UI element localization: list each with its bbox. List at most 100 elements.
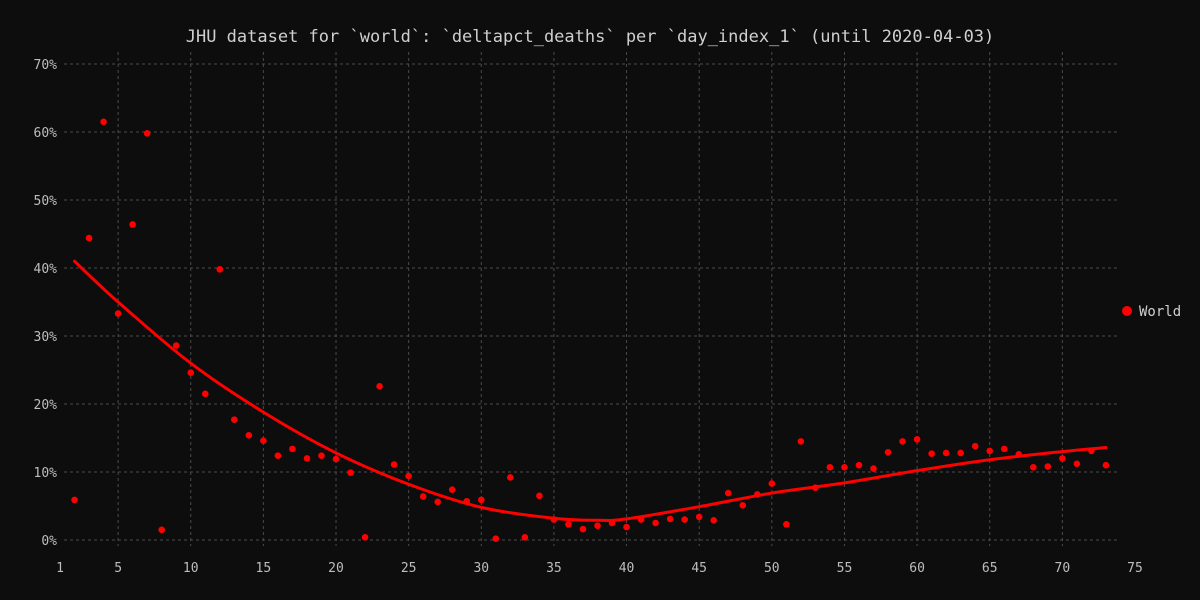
x-tick-label: 40 <box>619 561 635 576</box>
data-point <box>419 493 427 500</box>
data-point <box>826 463 834 471</box>
y-tick-label: 50% <box>34 194 58 209</box>
data-point <box>536 492 543 500</box>
data-point <box>463 497 471 505</box>
data-point <box>695 513 703 521</box>
x-tick-label: 1 <box>56 561 64 576</box>
data-point <box>143 130 151 137</box>
data-point <box>1000 445 1008 453</box>
data-point <box>870 465 877 472</box>
x-tick-label: 50 <box>764 561 780 576</box>
data-point <box>957 449 964 457</box>
data-point <box>231 416 238 423</box>
data-point <box>129 221 136 228</box>
trend-line <box>73 259 1108 522</box>
x-tick-label: 10 <box>183 561 199 576</box>
data-point <box>216 266 224 273</box>
x-axis-ticks: 1 5 10 15 20 25 30 35 40 45 50 55 60 65 70 75 <box>56 561 1143 576</box>
data-point <box>172 342 180 349</box>
trend-line-layer <box>73 259 1108 522</box>
data-point <box>332 455 340 463</box>
data-points <box>71 118 1110 542</box>
x-tick-label: 30 <box>473 561 489 576</box>
legend-marker <box>1122 306 1132 316</box>
data-point <box>289 445 296 453</box>
data-point <box>1102 461 1110 469</box>
y-axis-ticks: 0% 10% 20% 30% 40% 50% 60% 70% <box>34 58 58 549</box>
grid <box>64 52 1117 546</box>
y-tick-label: 0% <box>41 534 57 549</box>
x-tick-label: 25 <box>401 561 417 576</box>
data-point <box>666 515 674 523</box>
data-point <box>71 496 78 504</box>
x-tick-label: 45 <box>691 561 707 576</box>
data-point <box>448 486 456 493</box>
data-point <box>1015 451 1023 458</box>
data-point <box>565 521 572 528</box>
data-point <box>1088 447 1095 455</box>
data-point <box>521 533 529 541</box>
data-point <box>1059 455 1066 462</box>
data-point <box>158 526 165 534</box>
data-point <box>841 463 848 471</box>
data-point <box>492 535 500 542</box>
data-point <box>724 489 732 497</box>
x-tick-label: 5 <box>114 561 122 576</box>
data-point <box>971 442 979 450</box>
chart-title: JHU dataset for `world`: `deltapct_death… <box>186 27 995 47</box>
data-point <box>710 516 718 524</box>
data-point <box>797 438 805 445</box>
data-point <box>739 502 747 509</box>
y-tick-label: 20% <box>34 398 58 413</box>
y-tick-label: 30% <box>34 330 58 345</box>
data-point <box>1030 463 1037 471</box>
x-tick-label: 55 <box>837 561 853 576</box>
data-point <box>623 523 630 531</box>
data-point <box>928 450 935 457</box>
data-point <box>783 521 790 528</box>
data-point <box>390 461 398 468</box>
data-point <box>594 522 601 530</box>
data-point <box>608 519 616 527</box>
data-point <box>681 516 688 523</box>
x-tick-label: 35 <box>546 561 562 576</box>
data-point <box>187 369 195 377</box>
data-point <box>361 533 369 541</box>
data-point <box>274 452 282 459</box>
x-tick-label: 15 <box>256 561 272 576</box>
x-tick-label: 75 <box>1127 561 1143 576</box>
data-point <box>550 516 558 523</box>
y-tick-label: 40% <box>34 262 58 277</box>
data-point <box>477 496 485 504</box>
data-point <box>884 448 892 456</box>
data-point <box>855 461 863 469</box>
x-tick-label: 65 <box>982 561 998 576</box>
x-tick-label: 70 <box>1055 561 1071 576</box>
data-point <box>579 525 587 533</box>
data-point <box>768 480 776 487</box>
y-tick-label: 60% <box>34 126 58 141</box>
data-point <box>1073 460 1081 468</box>
data-point <box>899 438 906 445</box>
x-tick-label: 20 <box>328 561 344 576</box>
data-point <box>812 484 819 491</box>
data-point <box>376 383 383 390</box>
data-point <box>303 455 311 462</box>
data-point <box>405 472 412 480</box>
data-point <box>318 452 325 459</box>
data-point <box>245 431 253 439</box>
data-point <box>85 234 93 242</box>
data-point <box>260 437 267 445</box>
data-point <box>201 390 209 398</box>
data-point <box>913 436 921 443</box>
x-tick-label: 60 <box>909 561 925 576</box>
legend-label: World <box>1139 304 1181 320</box>
y-tick-label: 70% <box>34 58 58 73</box>
data-point <box>637 516 645 523</box>
data-point <box>753 491 761 498</box>
data-point <box>1044 463 1052 470</box>
data-point <box>942 449 950 457</box>
data-point <box>100 118 107 126</box>
legend: World <box>1122 304 1181 320</box>
